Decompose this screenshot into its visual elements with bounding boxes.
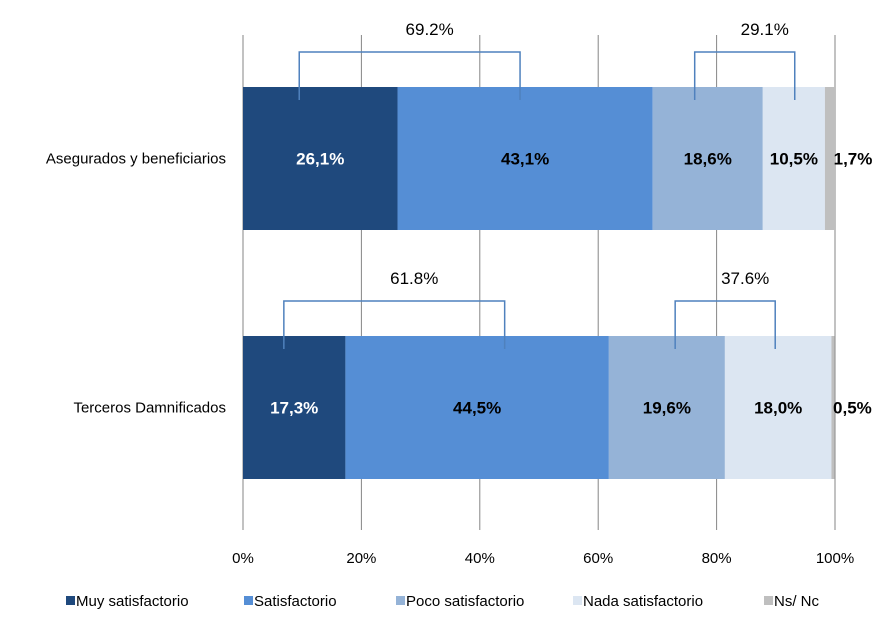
bar-segment [724,336,832,479]
x-tick-label: 40% [465,550,495,567]
bar-segment [345,336,609,479]
legend-label: Nada satisfactorio [583,593,703,610]
bar-segment [824,87,835,230]
data-label: 44,5% [453,399,501,418]
data-label: 43,1% [501,150,549,169]
x-tick-label: 60% [583,550,613,567]
bracket-label: 61.8% [390,269,438,288]
data-label: 1,7% [834,150,873,169]
data-label: 18,0% [754,399,802,418]
legend-swatch [573,596,582,605]
x-tick-label: 100% [816,550,854,567]
data-label: 17,3% [270,399,318,418]
data-label: 26,1% [296,150,344,169]
legend-swatch [66,596,75,605]
category-label: Terceros Damnificados [73,400,226,417]
category-label: Asegurados y beneficiarios [46,151,226,168]
bar-segment [397,87,653,230]
x-tick-label: 20% [346,550,376,567]
bracket [298,51,521,100]
bracket-label: 69.2% [406,20,454,39]
legend-swatch [244,596,253,605]
legend-label: Ns/ Nc [774,593,820,610]
data-label: 19,6% [643,399,691,418]
bracket-label: 29.1% [741,20,789,39]
bar-segment [608,336,725,479]
data-label: 18,6% [684,150,732,169]
bar-segment [831,336,835,479]
bracket [283,300,506,349]
legend-swatch [764,596,773,605]
bracket-label: 37.6% [721,269,769,288]
bar-segment [243,87,398,230]
x-tick-label: 0% [232,550,254,567]
bracket [674,300,776,349]
bracket [693,51,796,100]
data-label: 0,5% [833,399,872,418]
legend-swatch [396,596,405,605]
bar-segment [243,336,346,479]
bar-segment [652,87,763,230]
bar-segment [762,87,825,230]
x-tick-label: 80% [702,550,732,567]
data-label: 10,5% [770,150,818,169]
legend-label: Satisfactorio [254,593,337,610]
legend-label: Poco satisfactorio [406,593,524,610]
legend-label: Muy satisfactorio [76,593,189,610]
